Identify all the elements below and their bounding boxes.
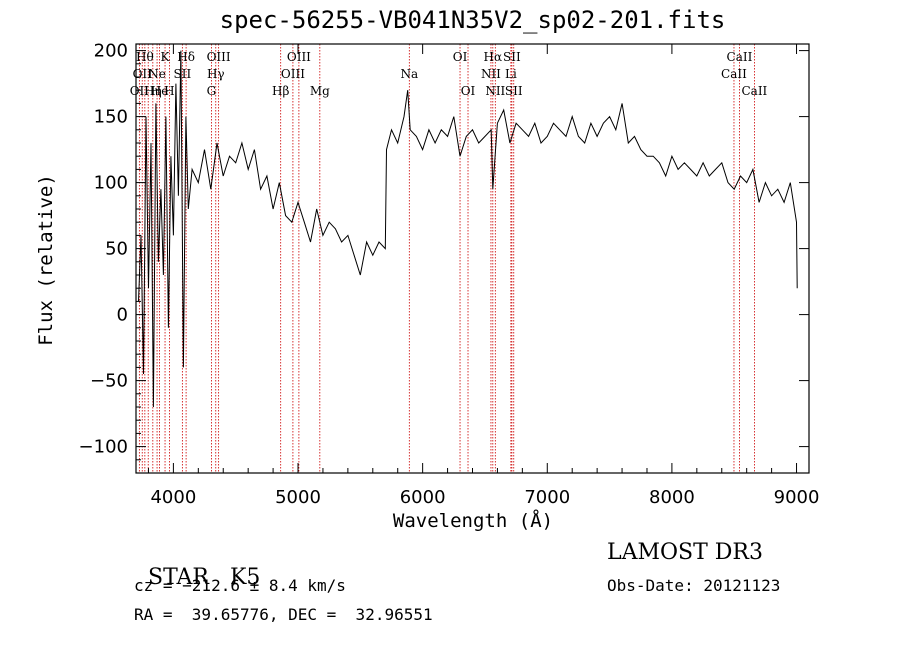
spectral-line-label: Hη	[144, 84, 162, 98]
x-tick-label: 7000	[524, 487, 570, 508]
y-tick-label: 150	[94, 107, 128, 128]
spectral-line-label: OIII	[281, 67, 305, 81]
spectral-line-label: SII	[174, 67, 192, 81]
spectral-line-label: OI	[461, 84, 476, 98]
spectral-line-label: G	[207, 84, 217, 98]
redshift-text: cz = −212.6 ± 8.4 km/s	[134, 576, 346, 595]
object-subclass: K5	[229, 565, 261, 590]
coordinates: RA = 39.65776, DEC = 32.96551	[134, 605, 433, 624]
spectral-line-label: SII	[505, 84, 523, 98]
x-tick-label: 4000	[150, 487, 196, 508]
x-tick-label: 5000	[275, 487, 321, 508]
x-tick-label: 6000	[400, 487, 446, 508]
x-tick-label: 9000	[774, 487, 820, 508]
spectral-line-label: OIII	[207, 50, 231, 64]
spectral-line-label: SII	[503, 50, 521, 64]
chart-title: spec-56255-VB041N35V2_sp02-201.fits	[219, 6, 726, 34]
y-tick-label: 100	[94, 173, 128, 194]
spectral-line-label: NII	[485, 84, 505, 98]
y-axis-label: Flux (relative)	[35, 174, 57, 346]
object-class: STAR	[148, 565, 209, 590]
spectral-line-label: H	[164, 84, 174, 98]
y-tick-label: −100	[79, 437, 128, 458]
spectral-line-label: Ne	[148, 67, 166, 81]
x-tick-label: 8000	[649, 487, 695, 508]
spectral-line-label: Mg	[310, 84, 330, 98]
y-tick-label: −50	[90, 371, 128, 392]
axis-ticks: 4000 5000 6000 7000 8000 9000 −100 −50 0 50 100 150…	[79, 41, 820, 508]
spectral-line-label: Hα	[484, 50, 503, 64]
spectral-line-label: CaII	[741, 84, 767, 98]
spectral-line-label: Hγ	[207, 67, 225, 81]
spectral-line-label: CaII	[727, 50, 753, 64]
spectrum-line	[138, 50, 798, 408]
spectral-line-label: NII	[481, 67, 501, 81]
spectral-line-label: OIII	[287, 50, 311, 64]
spectral-line-label: Li	[505, 67, 517, 81]
line-markers	[138, 44, 755, 473]
spectral-line-label: OI	[453, 50, 468, 64]
spectral-line-label: He	[151, 84, 169, 98]
spectral-line-label: Hβ	[272, 84, 289, 98]
spectral-line-label: OII	[130, 84, 150, 98]
x-axis-label: Wavelength (Å)	[392, 510, 554, 532]
plot-frame	[135, 43, 810, 474]
spectral-line-label: Na	[400, 67, 418, 81]
y-tick-label: 0	[117, 305, 128, 326]
spectral-line-label: Hθ	[136, 50, 154, 64]
survey-name: LAMOST DR3	[607, 540, 763, 565]
spectral-line-label: CaII	[721, 67, 747, 81]
y-tick-label: 50	[105, 239, 128, 260]
spectral-line-label: OII	[133, 67, 153, 81]
spectral-line-label: Hδ	[177, 50, 195, 64]
spectral-line-label: K	[161, 50, 171, 64]
y-tick-label: 200	[94, 41, 128, 62]
obs-date: Obs-Date: 20121123	[607, 576, 781, 595]
